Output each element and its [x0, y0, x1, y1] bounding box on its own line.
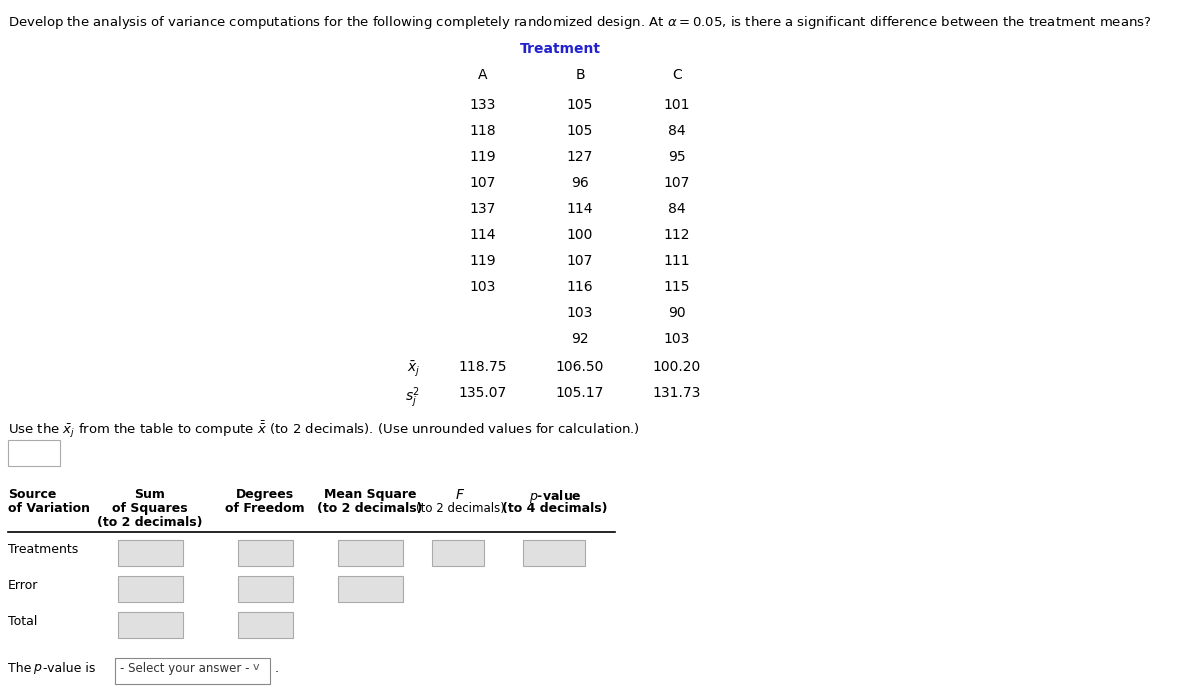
Text: Sum: Sum	[134, 488, 166, 501]
Text: 92: 92	[571, 332, 589, 346]
Text: 118: 118	[469, 124, 497, 138]
Text: of Squares: of Squares	[112, 502, 188, 515]
Text: $p$: $p$	[34, 662, 42, 676]
Bar	[338, 540, 403, 566]
Text: 116: 116	[566, 280, 593, 294]
Text: 100.20: 100.20	[653, 360, 701, 374]
Text: 112: 112	[664, 228, 690, 242]
Text: $p$-value: $p$-value	[529, 488, 581, 505]
Text: C: C	[672, 68, 682, 82]
Text: 107: 107	[664, 176, 690, 190]
Text: 105.17: 105.17	[556, 386, 604, 400]
Text: of Freedom: of Freedom	[226, 502, 305, 515]
Text: 131.73: 131.73	[653, 386, 701, 400]
Text: 107: 107	[470, 176, 496, 190]
Text: (to 2 decimals): (to 2 decimals)	[317, 502, 422, 515]
Text: 111: 111	[664, 254, 690, 268]
Text: 84: 84	[668, 124, 686, 138]
Text: 135.07: 135.07	[458, 386, 508, 400]
Text: of Variation: of Variation	[8, 502, 90, 515]
Text: 105: 105	[566, 124, 593, 138]
Text: Use the $\bar{x}_j$ from the table to compute $\bar{\bar{x}}$ (to 2 decimals). (: Use the $\bar{x}_j$ from the table to co…	[8, 420, 640, 440]
Bar	[118, 540, 182, 566]
Text: 119: 119	[469, 150, 497, 164]
Text: 96: 96	[571, 176, 589, 190]
Bar	[118, 576, 182, 602]
Text: - Select your answer -: - Select your answer -	[120, 662, 250, 675]
Text: 100: 100	[566, 228, 593, 242]
Text: 101: 101	[664, 98, 690, 112]
Text: -value is: -value is	[43, 662, 95, 675]
Text: 127: 127	[566, 150, 593, 164]
Text: (to 2 decimals): (to 2 decimals)	[97, 516, 203, 529]
Text: 90: 90	[668, 306, 686, 320]
Text: Degrees: Degrees	[236, 488, 294, 501]
Bar	[115, 658, 270, 684]
Text: 118.75: 118.75	[458, 360, 508, 374]
Bar	[523, 540, 586, 566]
Text: 103: 103	[664, 332, 690, 346]
Text: Error: Error	[8, 579, 38, 592]
Text: 115: 115	[664, 280, 690, 294]
Text: (to 2 decimals): (to 2 decimals)	[415, 502, 504, 515]
Text: 106.50: 106.50	[556, 360, 604, 374]
Bar	[8, 440, 60, 466]
Text: B: B	[575, 68, 584, 82]
Text: Develop the analysis of variance computations for the following completely rando: Develop the analysis of variance computa…	[8, 14, 1152, 31]
Bar	[118, 612, 182, 638]
Text: v: v	[253, 662, 259, 672]
Text: The: The	[8, 662, 35, 675]
Text: 84: 84	[668, 202, 686, 216]
Text: 105: 105	[566, 98, 593, 112]
Text: 107: 107	[566, 254, 593, 268]
Bar	[238, 540, 293, 566]
Text: 133: 133	[470, 98, 496, 112]
Bar	[432, 540, 484, 566]
Text: $s^2_j$: $s^2_j$	[404, 386, 420, 411]
Bar	[238, 612, 293, 638]
Text: Total: Total	[8, 615, 37, 628]
Text: 95: 95	[668, 150, 686, 164]
Text: 114: 114	[469, 228, 497, 242]
Text: 103: 103	[470, 280, 496, 294]
Bar	[338, 576, 403, 602]
Text: Treatment: Treatment	[520, 42, 600, 56]
Bar	[238, 576, 293, 602]
Text: Source: Source	[8, 488, 56, 501]
Text: (to 4 decimals): (to 4 decimals)	[503, 502, 607, 515]
Text: 137: 137	[470, 202, 496, 216]
Text: $\mathit{F}$: $\mathit{F}$	[455, 488, 466, 502]
Text: Mean Square: Mean Square	[324, 488, 416, 501]
Text: A: A	[479, 68, 487, 82]
Text: 103: 103	[566, 306, 593, 320]
Text: Treatments: Treatments	[8, 543, 78, 556]
Text: .: .	[275, 662, 278, 675]
Text: $\bar{x}_j$: $\bar{x}_j$	[407, 360, 420, 379]
Text: 114: 114	[566, 202, 593, 216]
Text: 119: 119	[469, 254, 497, 268]
